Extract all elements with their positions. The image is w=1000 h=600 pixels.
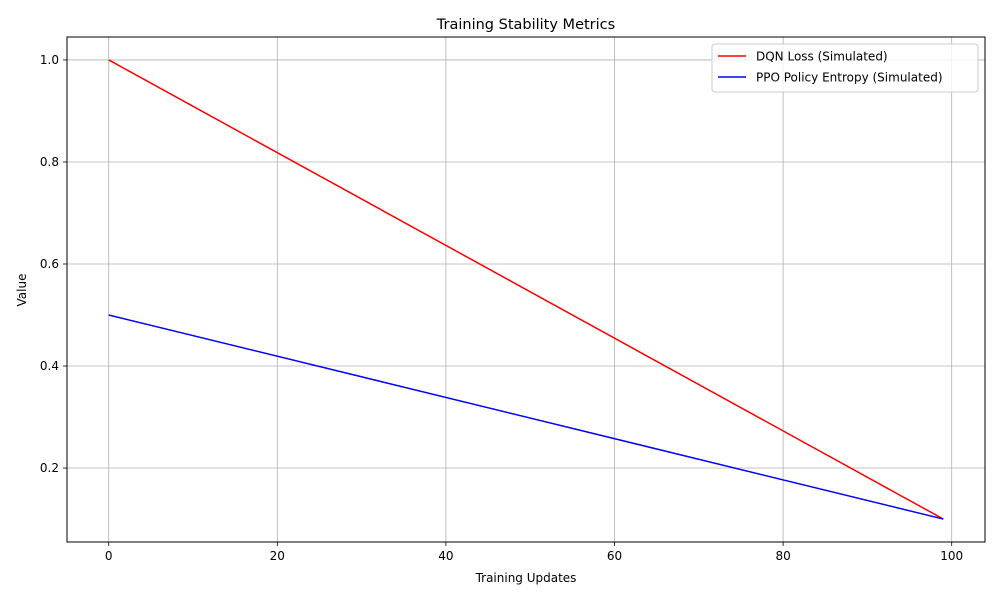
x-tick-label: 60	[607, 549, 622, 563]
legend-label-dqn: DQN Loss (Simulated)	[756, 50, 888, 64]
y-tick-label: 0.2	[40, 461, 59, 475]
x-tick-label: 100	[940, 549, 963, 563]
x-tick-label: 20	[270, 549, 285, 563]
series-line-0	[108, 59, 944, 520]
chart-title: Training Stability Metrics	[436, 17, 615, 33]
y-tick-label: 1.0	[40, 53, 59, 67]
y-axis-label: Value	[15, 274, 29, 307]
x-tick-label: 0	[105, 549, 113, 563]
legend-label-ppo: PPO Policy Entropy (Simulated)	[756, 71, 943, 85]
axis-ticks: 0 20 40 60 80 100 0.2 0.4 0.6 0.8 1.0	[40, 53, 963, 563]
series-line-1	[108, 314, 944, 520]
y-tick-label: 0.8	[40, 155, 59, 169]
x-axis-label: Training Updates	[475, 571, 577, 585]
series-lines	[108, 59, 944, 520]
legend: DQN Loss (Simulated) PPO Policy Entropy …	[711, 43, 979, 93]
y-tick-label: 0.6	[40, 257, 59, 271]
x-tick-label: 80	[775, 549, 790, 563]
plot-frame	[66, 36, 986, 543]
x-tick-label: 40	[438, 549, 453, 563]
y-tick-label: 0.4	[40, 359, 59, 373]
legend-box	[711, 43, 979, 93]
